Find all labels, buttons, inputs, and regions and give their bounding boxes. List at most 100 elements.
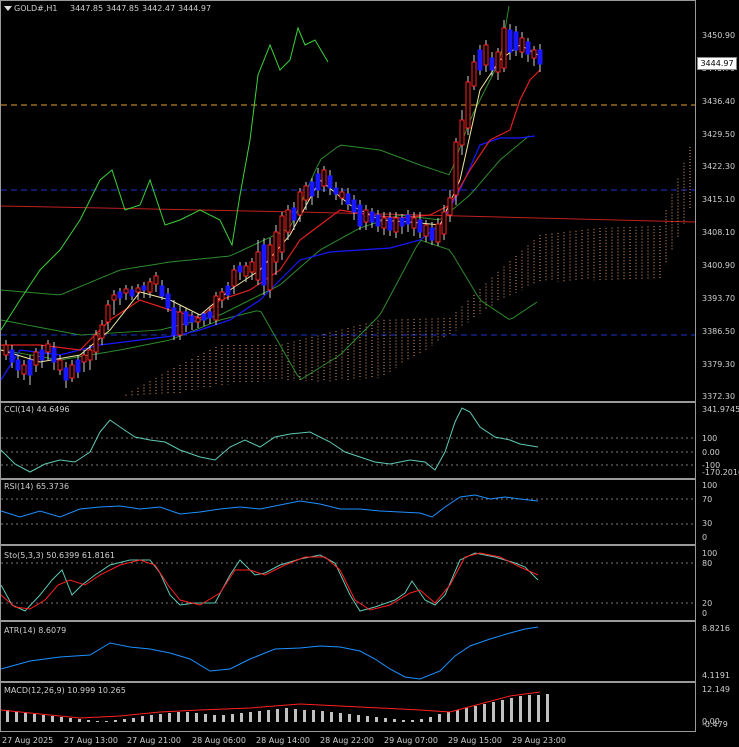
candle-body: [321, 169, 327, 187]
candle-body: [345, 193, 351, 205]
candle-body: [267, 244, 273, 291]
candle-body: [159, 285, 165, 297]
candle-body: [423, 224, 429, 237]
candle-body: [351, 199, 357, 213]
main-chart-pane[interactable]: GOLD#,H1 3447.85 3447.85 3442.47 3444.97…: [0, 0, 739, 402]
candle-body: [177, 311, 183, 336]
candle-body: [357, 204, 363, 227]
stochastic-pane[interactable]: Sto(5,3,3) 50.6399 61.8161 100 80 20 0: [0, 545, 739, 621]
candle-body: [81, 354, 87, 363]
macd-histogram-bar: [537, 695, 540, 722]
atr-line: [0, 626, 539, 680]
time-tick: 27 Aug 13:00: [64, 736, 118, 745]
chikou-span: [0, 26, 329, 331]
kijun-sen: [0, 135, 536, 381]
cci-tick-100: 100: [702, 434, 718, 443]
macd-histogram-bar: [177, 712, 180, 722]
macd-histogram-bar: [303, 710, 306, 722]
time-tick: 27 Aug 2025: [2, 736, 54, 745]
main-plot-area[interactable]: [0, 0, 696, 402]
candle-body: [369, 211, 375, 223]
candle-body: [387, 217, 393, 231]
price-tick: 3386.50: [702, 327, 736, 336]
bollinger-middle: [0, 135, 530, 336]
atr-pane[interactable]: ATR(14) 8.6079 8.8216 4.1191: [0, 621, 739, 682]
candle-body: [21, 364, 27, 375]
macd-histogram-bar: [402, 720, 405, 722]
candle-body: [147, 281, 153, 293]
macd-histogram-bar: [33, 714, 36, 722]
macd-histogram-bar: [438, 714, 441, 722]
macd-histogram-bar: [483, 704, 486, 722]
macd-signal-line: [0, 691, 541, 719]
candle-body: [111, 294, 117, 301]
rsi-tick-100: 100: [702, 481, 718, 490]
rsi-plot-area[interactable]: [0, 479, 696, 545]
macd-histogram-bar: [366, 716, 369, 722]
candle-body: [339, 191, 345, 199]
macd-histogram-bar: [186, 712, 189, 722]
candle-body: [417, 219, 423, 233]
candle-body: [381, 217, 387, 229]
candle-body: [471, 61, 477, 87]
price-tick: 3372.30: [702, 392, 736, 401]
macd-histogram-bar: [96, 721, 99, 722]
dropdown-icon[interactable]: [4, 6, 12, 11]
cci-plot-area[interactable]: [0, 402, 696, 479]
macd-histogram-bar: [285, 708, 288, 722]
price-tick: 3400.90: [702, 261, 736, 270]
cci-line-path: [0, 407, 539, 473]
candle-body: [243, 265, 249, 277]
atr-line-path: [0, 626, 539, 680]
macd-histogram-bar: [105, 721, 108, 722]
rsi-pane[interactable]: RSI(14) 65.3736 100 70 30 0: [0, 479, 739, 545]
candle-body: [489, 57, 495, 71]
atr-plot-area[interactable]: [0, 621, 696, 682]
candle-body: [447, 197, 453, 216]
candle-body: [285, 209, 291, 233]
price-chart: [0, 5, 696, 398]
macd-histogram-bar: [204, 714, 207, 722]
candle-body: [519, 37, 525, 53]
candle-body: [375, 214, 381, 227]
candle-body: [255, 251, 261, 281]
macd-tick-zero: 0.00: [702, 717, 720, 726]
macd-histogram-bar: [132, 718, 135, 722]
macd-plot-area[interactable]: [0, 682, 696, 732]
stochastic-main-line: [0, 552, 539, 612]
candle-body: [279, 215, 285, 253]
stochastic-plot-area[interactable]: [0, 545, 696, 621]
candle-body: [135, 287, 141, 293]
candle-body: [129, 289, 135, 297]
macd-histogram-bar: [222, 715, 225, 722]
macd-histogram-bar: [159, 714, 162, 722]
time-tick: 29 Aug 07:00: [384, 736, 438, 745]
candle-body: [273, 231, 279, 263]
candle-body: [315, 173, 321, 191]
candle-body: [231, 269, 237, 287]
candle-body: [165, 293, 171, 309]
cci-pane[interactable]: CCI(14) 44.6496 341.9745 100 0.00 -100 -…: [0, 402, 739, 479]
candle-body: [93, 334, 99, 353]
macd-chart: [0, 691, 549, 722]
candle-body: [483, 44, 489, 66]
stochastic-label: Sto(5,3,3) 50.6399 61.8161: [4, 551, 115, 560]
rsi-tick-70: 70: [702, 495, 713, 504]
macd-histogram-bar: [330, 712, 333, 722]
macd-histogram-bar: [60, 717, 63, 722]
candle-body: [429, 227, 435, 241]
candle-body: [405, 214, 411, 225]
ohlc-low: 3442.47: [142, 4, 176, 13]
candle-body: [39, 349, 45, 361]
symbol-timeframe-label: GOLD#,H1: [14, 4, 58, 13]
macd-histogram-bar: [123, 719, 126, 722]
macd-pane[interactable]: MACD(12,26,9) 10.999 10.265 12.149 0.00 …: [0, 682, 739, 732]
candle-body: [363, 209, 369, 223]
ohlc-high: 3447.85: [106, 4, 140, 13]
rsi-label: RSI(14) 65.3736: [4, 482, 70, 491]
macd-histogram-bar: [465, 708, 468, 722]
macd-histogram-bar: [375, 717, 378, 722]
candle-body: [441, 211, 447, 235]
price-tick: 3436.40: [702, 97, 736, 106]
candle-body: [141, 285, 147, 291]
